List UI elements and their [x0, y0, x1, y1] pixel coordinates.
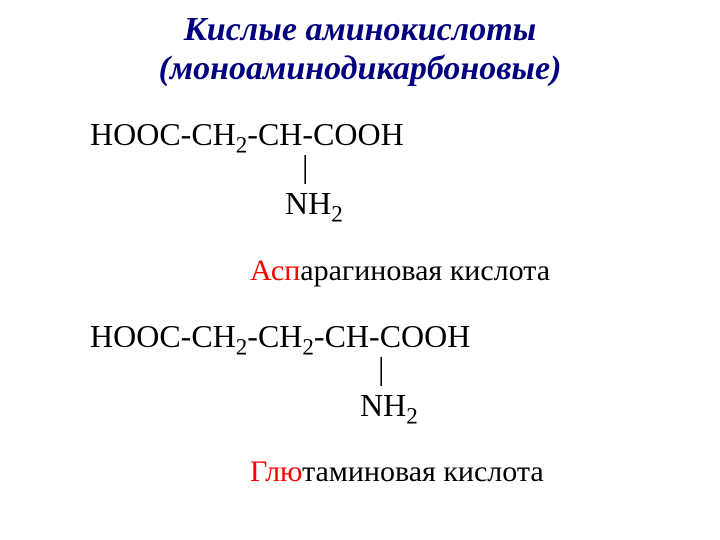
aspartic-main-chain: HOOC-CH2-CH-COOH — [90, 116, 720, 153]
glutamic-nh2-row: NH2 — [90, 387, 720, 425]
slide: Кислые аминокислоты (моноаминодикарбонов… — [0, 0, 720, 540]
aspartic-formula-block: HOOC-CH2-CH-COOH | NH2 — [90, 116, 720, 223]
glutamic-formula-block: HOOC-CH2-CH2-CH-COOH | NH2 — [90, 318, 720, 425]
glu-part-ch: CH — [325, 318, 369, 354]
asp-dash-3: - — [302, 116, 313, 152]
asp-nh2-nh: NH — [285, 185, 331, 221]
asp-dash-1: - — [181, 116, 192, 152]
aspartic-nh2-row: NH2 — [90, 185, 720, 223]
aspartic-caption-rest: арагиновая кислота — [300, 254, 550, 287]
glutamic-vertical-bond: | — [378, 350, 384, 387]
aspartic-nh2-group: NH2 — [285, 185, 343, 222]
glu-nh2-nh: NH — [360, 387, 406, 423]
title-line-1: Кислые аминокислоты — [0, 10, 720, 49]
glutamic-nh2-group: NH2 — [360, 387, 418, 424]
aspartic-bond-row: | — [90, 153, 720, 185]
glutamic-main-chain: HOOC-CH2-CH2-CH-COOH — [90, 318, 720, 355]
glutamic-caption-rest: таминовая кислота — [302, 455, 544, 488]
asp-dash-2: - — [247, 116, 258, 152]
aspartic-vertical-bond: | — [302, 148, 308, 185]
asp-part-ch: CH — [258, 116, 302, 152]
glu-dash-1: - — [181, 318, 192, 354]
glu-part-hooc: HOOC — [90, 318, 181, 354]
glutamic-caption: Глютаминовая кислота — [250, 455, 720, 489]
glu-part-ch2a-c: CH — [191, 318, 235, 354]
asp-part-cooh: COOH — [313, 116, 404, 152]
glu-dash-2: - — [247, 318, 258, 354]
asp-nh2-sub: 2 — [331, 201, 343, 227]
glu-nh2-sub: 2 — [406, 402, 418, 428]
glu-dash-3: - — [314, 318, 325, 354]
aspartic-caption: Аспарагиновая кислота — [250, 254, 720, 288]
title-line-2: (моноаминодикарбоновые) — [0, 49, 720, 88]
glu-part-cooh: COOH — [380, 318, 471, 354]
asp-part-ch2-c: CH — [191, 116, 235, 152]
glu-part-ch2b-c: CH — [258, 318, 302, 354]
asp-part-hooc: HOOC — [90, 116, 181, 152]
glu-dash-4: - — [369, 318, 380, 354]
aspartic-caption-highlight: Асп — [250, 254, 300, 287]
glutamic-caption-highlight: Глю — [250, 455, 302, 488]
slide-title: Кислые аминокислоты (моноаминодикарбонов… — [0, 10, 720, 88]
glutamic-bond-row: | — [90, 355, 720, 387]
